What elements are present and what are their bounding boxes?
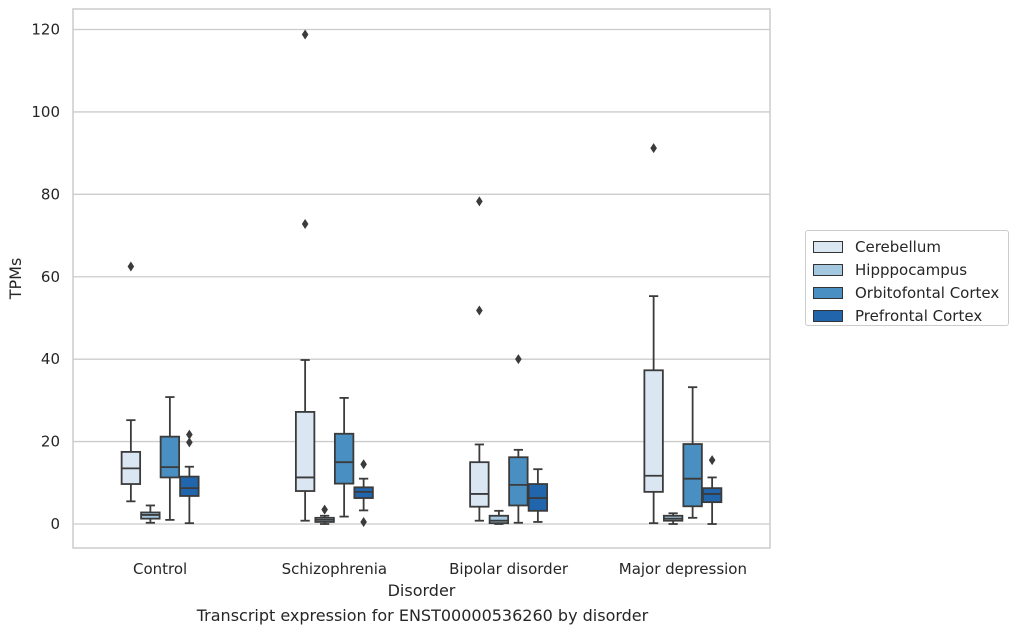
box-orbitofontal-cortex: [159, 396, 181, 521]
plot-area: [72, 8, 771, 549]
x-axis-label: Disorder: [388, 581, 456, 600]
box-hipppocampus: [488, 509, 510, 525]
box-hipppocampus: [314, 504, 335, 525]
box-orbitofontal-cortex: [333, 397, 355, 518]
x-tick-label: Control: [133, 560, 187, 578]
legend-swatch: [813, 263, 843, 276]
box-prefrontal-cortex: [527, 468, 549, 523]
x-tick-label: Schizophrenia: [282, 560, 387, 578]
outlier-point: [360, 516, 367, 527]
box-cerebellum: [120, 261, 142, 503]
outlier-point: [186, 437, 193, 448]
legend-swatch: [813, 309, 843, 322]
box-iqr: [333, 432, 355, 485]
box-iqr: [701, 487, 723, 504]
box-prefrontal-cortex: [353, 459, 374, 527]
box-prefrontal-cortex: [701, 455, 723, 525]
legend-label: Orbitofontal Cortex: [855, 283, 1000, 302]
legend-item: Cerebellum: [813, 235, 1008, 258]
outlier-point: [708, 455, 716, 466]
y-tick-label: 100: [31, 103, 60, 121]
legend: Cerebellum Hipppocampus Orbitofontal Corte…: [805, 230, 1009, 326]
boxes: [120, 29, 723, 527]
x-axis-ticks: Control Schizophrenia Bipolar disorder Majo…: [133, 560, 747, 578]
legend-item: Hipppocampus: [813, 258, 1008, 281]
legend-item: Orbitofontal Cortex: [813, 281, 1008, 304]
box-cerebellum: [294, 29, 316, 522]
outlier-point: [186, 429, 193, 440]
box-iqr: [508, 456, 529, 507]
outlier-point: [301, 219, 309, 230]
box-iqr: [643, 369, 664, 493]
x-tick-label: Major depression: [619, 560, 747, 578]
box-cerebellum: [643, 143, 664, 525]
outlier-point: [360, 459, 367, 470]
box-iqr: [682, 443, 703, 508]
outlier-point: [301, 29, 309, 40]
box-iqr: [179, 475, 200, 497]
box-cerebellum: [469, 196, 490, 522]
box-orbitofontal-cortex: [682, 386, 703, 519]
y-tick-label: 60: [41, 268, 60, 286]
y-tick-label: 80: [41, 185, 60, 203]
legend-label: Prefrontal Cortex: [855, 306, 983, 325]
outlier-point: [476, 305, 483, 316]
legend-swatch: [813, 286, 843, 299]
outlier-point: [127, 261, 135, 272]
box-orbitofontal-cortex: [508, 354, 529, 524]
y-tick-label: 120: [31, 21, 60, 39]
legend-item: Prefrontal Cortex: [813, 304, 1008, 327]
legend-label: Cerebellum: [855, 237, 941, 256]
outlier-point: [476, 196, 483, 207]
outlier-point: [650, 143, 657, 154]
box-hipppocampus: [662, 512, 684, 525]
y-tick-label: 20: [41, 433, 60, 451]
chart-caption: Transcript expression for ENST0000053626…: [196, 606, 649, 625]
outlier-point: [321, 504, 328, 515]
box-iqr: [294, 411, 316, 492]
y-axis-label: TPMs: [6, 258, 25, 301]
y-axis-ticks: 0 20 40 60 80 100 120: [31, 21, 60, 534]
y-tick-label: 40: [41, 350, 60, 368]
outlier-point: [515, 354, 522, 365]
box-iqr: [469, 461, 490, 508]
box-iqr: [159, 435, 181, 479]
box-iqr: [488, 514, 510, 525]
box-prefrontal-cortex: [179, 429, 200, 525]
box-hipppocampus: [140, 504, 161, 524]
legend-swatch: [813, 240, 843, 253]
x-tick-label: Bipolar disorder: [449, 560, 569, 578]
y-tick-label: 0: [50, 515, 60, 533]
legend-label: Hipppocampus: [855, 260, 968, 279]
